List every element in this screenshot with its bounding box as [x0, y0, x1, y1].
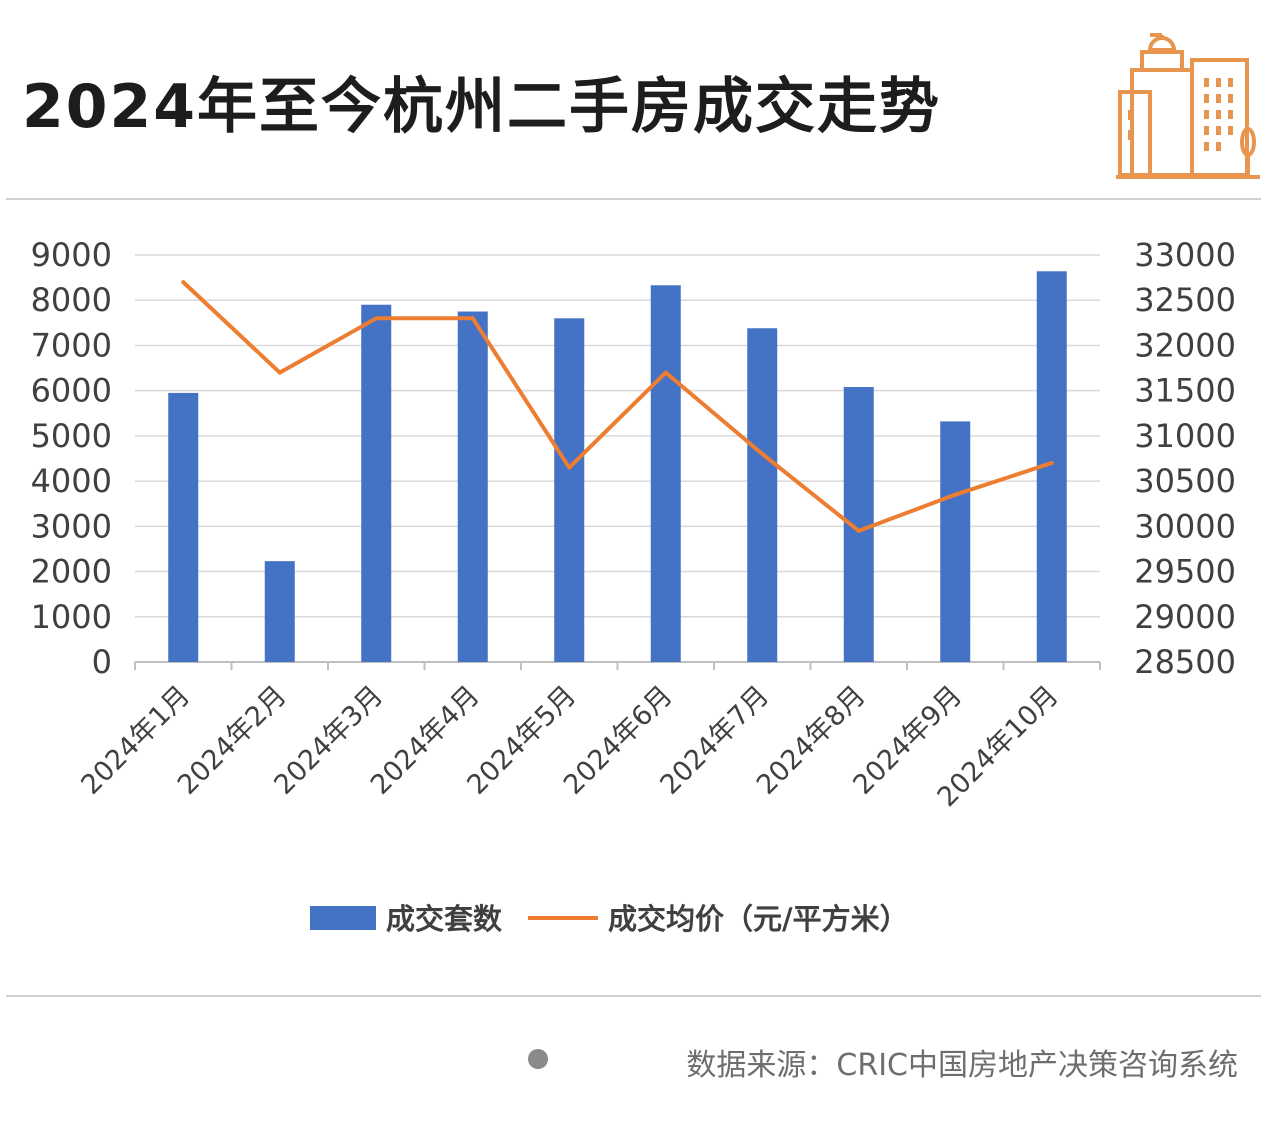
bottom-divider — [6, 995, 1261, 997]
y-left-tick-label: 1000 — [31, 598, 112, 636]
y-right-tick-label: 32000 — [1134, 326, 1236, 364]
y-right-tick-label: 29500 — [1134, 553, 1236, 591]
bar — [264, 561, 295, 662]
legend-bar-swatch — [310, 906, 376, 930]
line-point — [1049, 461, 1054, 466]
y-right-tick-label: 31000 — [1134, 417, 1236, 455]
y-right-tick-label: 28500 — [1134, 643, 1236, 681]
line-point — [470, 316, 475, 321]
y-left-tick-label: 2000 — [31, 553, 112, 591]
y-left-tick-label: 5000 — [31, 417, 112, 455]
line-point — [663, 370, 668, 375]
line-point — [856, 528, 861, 533]
bar — [361, 304, 392, 662]
legend-line-label: 成交均价（元/平方米） — [608, 902, 909, 936]
y-left-tick-label: 8000 — [31, 281, 112, 319]
data-source: 数据来源：CRIC中国房地产决策咨询系统 — [686, 1048, 1238, 1083]
page-title: 2024年至今杭州二手房成交走势 — [22, 72, 941, 142]
bar — [747, 328, 778, 662]
y-left-tick-label: 0 — [92, 643, 112, 681]
bar — [940, 421, 971, 662]
chart: 0 1000 2000 3000 4000 5000 6000 7000 8000 9000 28… — [31, 236, 1236, 936]
bullet-dot-icon — [528, 1049, 548, 1069]
line-point — [181, 280, 186, 285]
y-right-tick-label: 31500 — [1134, 372, 1236, 410]
y-left-tick-label: 7000 — [31, 326, 112, 364]
bar — [650, 285, 681, 662]
y-left-tick-label: 4000 — [31, 462, 112, 500]
line-point — [760, 451, 765, 456]
y-left-tick-label: 3000 — [31, 507, 112, 545]
y-left-tick-label: 9000 — [31, 236, 112, 274]
y-right-tick-label: 33000 — [1134, 236, 1236, 274]
y-left-tick-label: 6000 — [31, 372, 112, 410]
bar — [457, 311, 488, 662]
top-divider — [6, 198, 1261, 200]
bar — [554, 318, 585, 662]
legend-bar-label: 成交套数 — [386, 902, 503, 936]
y-right-tick-label: 30500 — [1134, 462, 1236, 500]
line-point — [953, 492, 958, 497]
line-point — [567, 465, 572, 470]
line-point — [374, 316, 379, 321]
line-point — [277, 370, 282, 375]
price-line — [181, 280, 1053, 533]
y-right-tick-label: 32500 — [1134, 281, 1236, 319]
y-right-tick-label: 30000 — [1134, 507, 1236, 545]
bar — [168, 392, 199, 662]
city-buildings-icon — [1116, 33, 1260, 179]
y-right-tick-label: 29000 — [1134, 598, 1236, 636]
